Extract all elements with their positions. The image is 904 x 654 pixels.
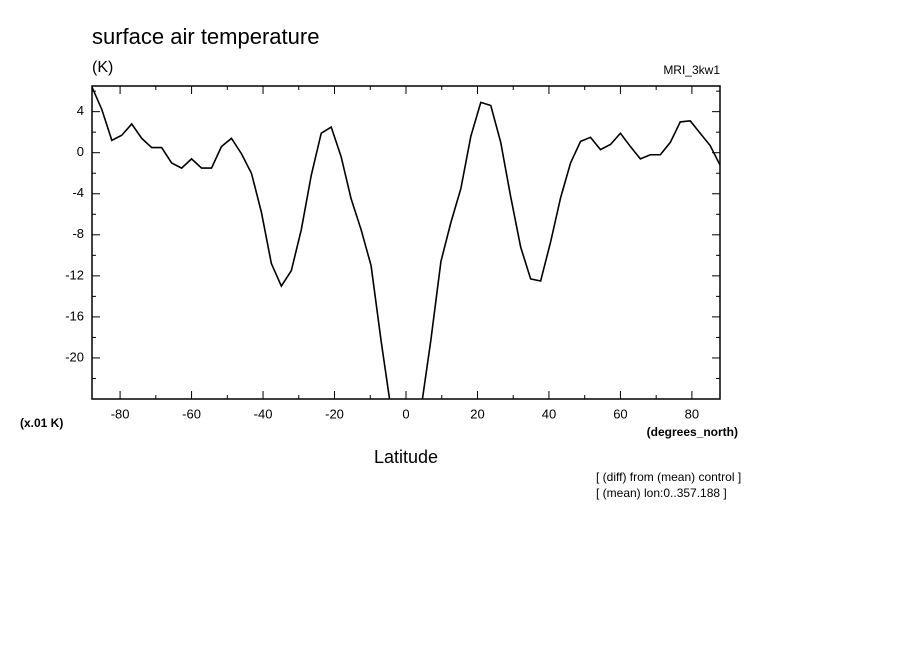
unit-label: (K) bbox=[92, 59, 113, 76]
x-tick-label: 40 bbox=[542, 406, 556, 421]
x-tick-label: 0 bbox=[402, 406, 409, 421]
chart-title: surface air temperature bbox=[92, 24, 319, 49]
y-tick-label: -16 bbox=[65, 308, 84, 323]
x-unit-label: (degrees_north) bbox=[647, 425, 738, 439]
model-label: MRI_3kw1 bbox=[663, 63, 720, 77]
data-line bbox=[92, 86, 720, 399]
x-tick-label: 80 bbox=[685, 406, 699, 421]
y-tick-label: 0 bbox=[77, 144, 84, 159]
x-tick-label: -60 bbox=[182, 406, 201, 421]
y-tick-label: -8 bbox=[72, 226, 84, 241]
y-tick-label: -12 bbox=[65, 267, 84, 282]
y-tick-label: -20 bbox=[65, 349, 84, 364]
x-axis-label: Latitude bbox=[374, 447, 438, 467]
annotation: [ (diff) from (mean) control ] bbox=[596, 470, 741, 484]
x-tick-label: 20 bbox=[470, 406, 484, 421]
x-tick-label: 60 bbox=[613, 406, 627, 421]
scale-label: (x.01 K) bbox=[20, 416, 63, 430]
y-tick-label: 4 bbox=[77, 103, 84, 118]
plot-frame bbox=[91, 85, 721, 400]
y-tick-label: -4 bbox=[72, 185, 84, 200]
annotation: [ (mean) lon:0..357.188 ] bbox=[596, 486, 727, 500]
x-tick-label: -80 bbox=[111, 406, 130, 421]
x-tick-label: -20 bbox=[325, 406, 344, 421]
x-tick-label: -40 bbox=[254, 406, 273, 421]
